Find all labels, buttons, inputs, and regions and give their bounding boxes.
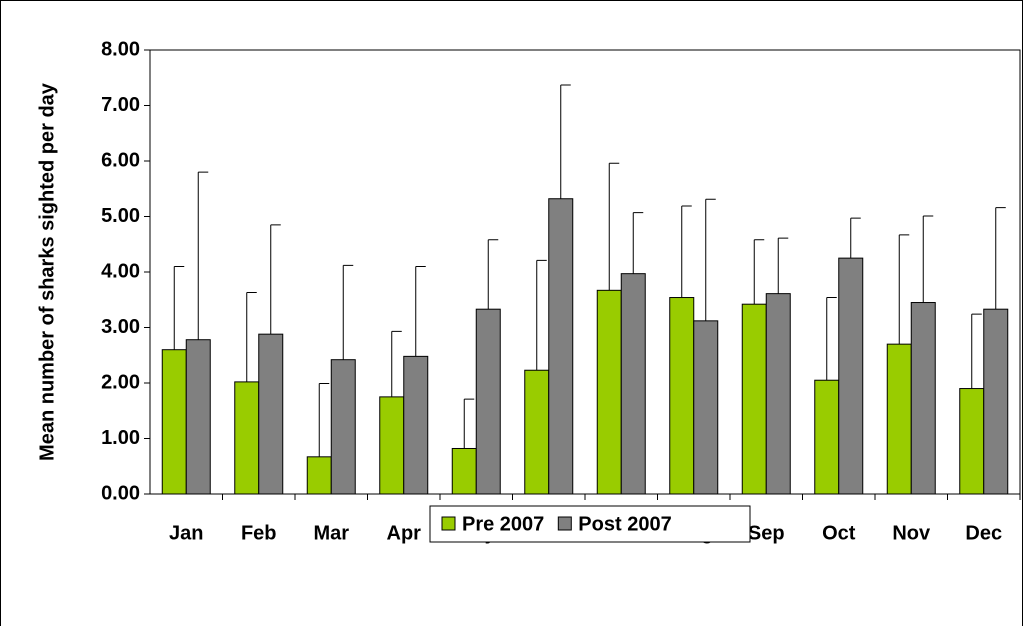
error-bar bbox=[487, 239, 499, 310]
bar bbox=[886, 343, 912, 495]
error-bar bbox=[415, 265, 426, 357]
x-tick-label: Nov bbox=[892, 522, 931, 544]
error-bar bbox=[705, 198, 716, 321]
x-tick-label: Jan bbox=[169, 522, 203, 544]
y-tick-label: 2.00 bbox=[101, 371, 140, 393]
x-tick-label: Feb bbox=[241, 522, 277, 544]
legend-swatch bbox=[441, 516, 456, 531]
y-tick-label: 5.00 bbox=[101, 205, 140, 227]
legend-swatch bbox=[557, 516, 572, 531]
legend-label: Post 2007 bbox=[578, 513, 671, 535]
legend-box bbox=[429, 505, 751, 543]
bar bbox=[620, 273, 646, 495]
x-tick-label: Mar bbox=[313, 522, 349, 544]
error-bar bbox=[608, 162, 620, 291]
plot-frame bbox=[149, 49, 1021, 495]
error-bar bbox=[681, 205, 692, 298]
x-tick-label: Oct bbox=[822, 522, 856, 544]
bar bbox=[741, 303, 767, 495]
y-tick-label: 6.00 bbox=[101, 149, 140, 171]
y-tick-label: 3.00 bbox=[101, 316, 140, 338]
error-bar bbox=[560, 84, 571, 199]
bar bbox=[765, 293, 791, 495]
error-bar bbox=[632, 212, 644, 274]
error-bar bbox=[246, 292, 257, 382]
y-tick-label: 4.00 bbox=[101, 260, 140, 282]
error-bar bbox=[898, 234, 910, 345]
x-tick-label: Dec bbox=[965, 522, 1002, 544]
error-bar bbox=[536, 259, 547, 371]
y-tick-label: 7.00 bbox=[101, 94, 140, 116]
y-axis-label: Mean number of sharks sighted per day bbox=[36, 82, 58, 461]
error-bar bbox=[777, 237, 789, 294]
y-tick-label: 1.00 bbox=[101, 427, 140, 449]
bar bbox=[379, 396, 405, 495]
error-bar bbox=[753, 239, 765, 305]
error-bar bbox=[922, 215, 934, 303]
bar bbox=[234, 381, 260, 495]
bar bbox=[475, 308, 501, 495]
y-tick-label: 8.00 bbox=[101, 38, 140, 60]
bar bbox=[451, 447, 477, 495]
error-bar bbox=[318, 383, 330, 457]
bar bbox=[185, 339, 211, 495]
error-bar bbox=[173, 265, 185, 350]
error-bar bbox=[391, 330, 402, 397]
bar bbox=[403, 355, 429, 495]
error-bar bbox=[197, 171, 209, 340]
error-bar bbox=[463, 398, 475, 449]
bar bbox=[910, 302, 936, 495]
bar bbox=[524, 369, 550, 495]
legend-label: Pre 2007 bbox=[462, 513, 544, 535]
bar bbox=[814, 379, 840, 495]
error-bar bbox=[850, 217, 861, 259]
error-bar bbox=[826, 297, 837, 381]
bar bbox=[258, 333, 284, 495]
bar bbox=[330, 359, 356, 495]
x-tick-label: Apr bbox=[387, 522, 422, 544]
error-bar bbox=[971, 313, 982, 389]
y-tick-label: 0.00 bbox=[101, 482, 140, 504]
bar bbox=[596, 289, 622, 495]
error-bar bbox=[270, 224, 281, 335]
error-bar bbox=[342, 264, 354, 360]
error-bar bbox=[995, 207, 1006, 310]
bar bbox=[959, 388, 985, 495]
x-tick-label: Sep bbox=[748, 522, 785, 544]
bar bbox=[693, 320, 719, 495]
bar bbox=[161, 349, 187, 495]
bar bbox=[306, 456, 332, 495]
bar bbox=[548, 198, 574, 495]
bar bbox=[983, 308, 1009, 495]
bar bbox=[669, 297, 695, 495]
bar bbox=[838, 257, 864, 495]
